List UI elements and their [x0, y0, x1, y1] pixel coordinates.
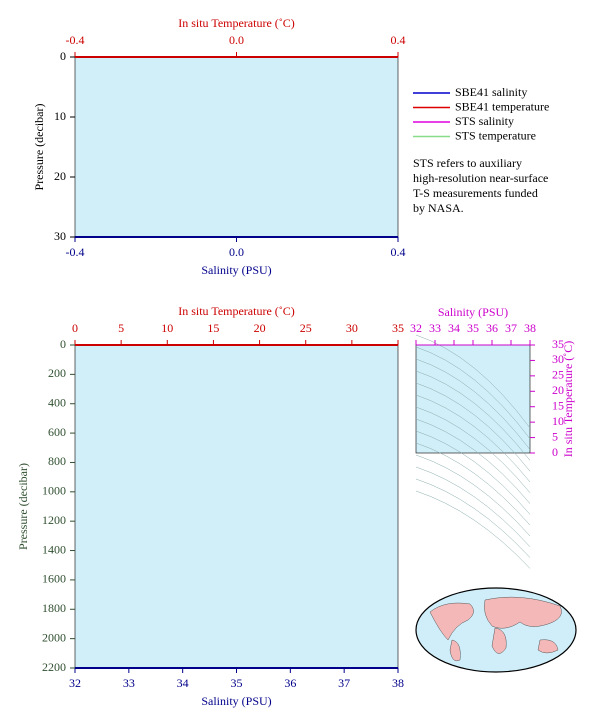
y-tick-label: 400	[48, 395, 66, 409]
world-map	[415, 587, 577, 673]
y-tick-label: 0	[552, 445, 558, 459]
density-contour	[415, 370, 531, 461]
y-tick-label: 20	[54, 169, 66, 183]
y-axis-title: In situ Temperature (˚C)	[561, 341, 575, 458]
y-tick-label: 15	[552, 398, 564, 412]
plot-area	[74, 344, 399, 669]
density-contour	[415, 358, 531, 450]
y-tick-label: 200	[48, 366, 66, 380]
plot-area	[415, 344, 531, 454]
y-tick-label: 35	[552, 337, 564, 351]
note-text: STS refers to auxiliary	[413, 156, 522, 170]
x2-tick-label: 10	[161, 321, 173, 335]
density-contour	[415, 418, 531, 504]
y-tick-label: 2200	[42, 660, 66, 674]
x-axis-title: Salinity (PSU)	[201, 263, 271, 277]
x-tick-label: 0.0	[229, 245, 244, 259]
x-tick-label: 36	[284, 676, 296, 690]
density-contour	[415, 454, 531, 537]
plot-area	[74, 56, 399, 238]
x-tick-label: 0.4	[391, 245, 406, 259]
y-axis-title: Pressure (decibar)	[16, 463, 30, 550]
y-tick-label: 2000	[42, 630, 66, 644]
x-tick-label: 34	[448, 321, 460, 335]
y-tick-label: 10	[54, 109, 66, 123]
x-tick-label: -0.4	[66, 245, 85, 259]
x-tick-label: 37	[338, 676, 350, 690]
y-axis-title: Pressure (decibar)	[32, 104, 46, 191]
x-tick-label: 32	[410, 321, 422, 335]
density-contour	[415, 382, 531, 472]
density-contour	[415, 430, 531, 515]
note-text: by NASA.	[413, 201, 464, 215]
y-tick-label: 0	[60, 337, 66, 351]
density-contour	[415, 478, 531, 558]
y-tick-label: 1800	[42, 601, 66, 615]
y-tick-label: 20	[552, 383, 564, 397]
density-contour	[415, 490, 531, 569]
x-tick-label: 32	[69, 676, 81, 690]
y-tick-label: 800	[48, 454, 66, 468]
x2-tick-label: 0	[72, 321, 78, 335]
x-tick-label: 33	[123, 676, 135, 690]
y-tick-label: 10	[552, 414, 564, 428]
y-tick-label: 30	[54, 229, 66, 243]
density-contour	[415, 406, 531, 493]
x2-tick-label: 0.4	[391, 33, 406, 47]
y-tick-label: 5	[552, 429, 558, 443]
legend-label: STS salinity	[455, 114, 514, 128]
y-tick-label: 25	[552, 368, 564, 382]
x2-tick-label: 20	[254, 321, 266, 335]
density-contour	[415, 466, 531, 547]
x2-tick-label: 0.0	[229, 33, 244, 47]
y-tick-label: 0	[60, 49, 66, 63]
y-tick-label: 30	[552, 352, 564, 366]
x2-axis-title: In situ Temperature (˚C)	[178, 16, 295, 30]
x-tick-label: 34	[177, 676, 189, 690]
x-tick-label: 35	[467, 321, 479, 335]
x-tick-label: 38	[392, 676, 404, 690]
y-tick-label: 1400	[42, 542, 66, 556]
x2-tick-label: 25	[300, 321, 312, 335]
density-contour	[415, 346, 531, 439]
x-tick-label: 33	[429, 321, 441, 335]
y-tick-label: 600	[48, 425, 66, 439]
note-text: T-S measurements funded	[413, 186, 538, 200]
y-tick-label: 1600	[42, 572, 66, 586]
x-tick-label: 36	[486, 321, 498, 335]
x-tick-label: 35	[231, 676, 243, 690]
x2-tick-label: 35	[392, 321, 404, 335]
x-axis-title: Salinity (PSU)	[438, 305, 508, 319]
x2-tick-label: 30	[346, 321, 358, 335]
x2-axis-title: In situ Temperature (˚C)	[178, 304, 295, 318]
density-contour	[415, 442, 531, 526]
x2-tick-label: -0.4	[66, 33, 85, 47]
x-tick-label: 37	[505, 321, 517, 335]
x-axis-title: Salinity (PSU)	[201, 694, 271, 708]
legend-label: STS temperature	[455, 128, 536, 142]
legend-label: SBE41 temperature	[455, 99, 549, 113]
x2-tick-label: 15	[207, 321, 219, 335]
y-tick-label: 1000	[42, 484, 66, 498]
density-contour	[415, 394, 531, 483]
x2-tick-label: 5	[118, 321, 124, 335]
note-text: high-resolution near-surface	[413, 171, 548, 185]
x-tick-label: 38	[524, 321, 536, 335]
density-contour	[415, 334, 531, 429]
legend-label: SBE41 salinity	[455, 85, 527, 99]
y-tick-label: 1200	[42, 513, 66, 527]
